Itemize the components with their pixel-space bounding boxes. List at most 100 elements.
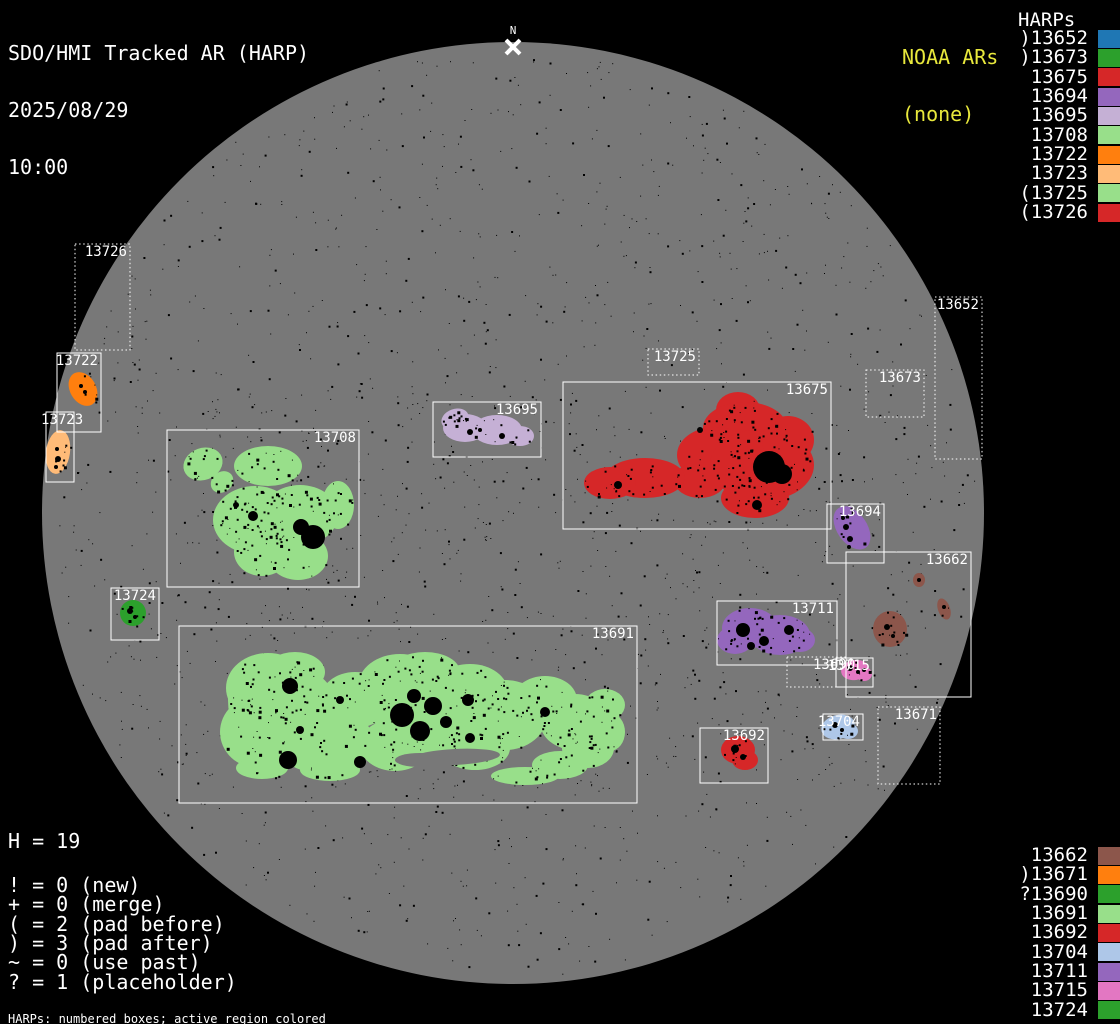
sunspot-core	[856, 670, 860, 674]
harp-box-13690	[786, 656, 847, 688]
active-region-13724	[120, 600, 146, 628]
north-marker-cross-icon	[504, 38, 522, 56]
harp-list-item: 13691	[900, 904, 1120, 923]
page-title: SDO/HMI Tracked AR (HARP)	[8, 41, 310, 65]
active-region-blob	[234, 528, 290, 576]
harp-number: )13673	[1019, 46, 1088, 69]
harp-color-swatch	[1098, 943, 1120, 962]
harp-color-swatch	[1098, 962, 1120, 981]
harp-box-label: 13723	[41, 412, 83, 428]
harp-box-13722	[56, 352, 102, 433]
harp-color-swatch	[1098, 981, 1120, 1000]
harp-number: 13723	[1030, 162, 1088, 185]
active-region-13715	[841, 659, 872, 682]
active-region-blob	[183, 447, 223, 481]
harp-color-swatch	[1098, 48, 1120, 67]
harp-list-item: 13708	[900, 125, 1120, 145]
harp-box-13695	[432, 401, 542, 458]
active-region-blob	[300, 759, 360, 781]
sunspot-core	[55, 447, 59, 451]
harp-box-label: 13691	[592, 626, 634, 642]
sunspot-core	[847, 536, 853, 542]
footnote-harps: HARPs: numbered boxes; active region col…	[8, 1012, 326, 1024]
active-region-blob	[834, 506, 856, 526]
active-region-13694	[833, 506, 871, 550]
sunspot-core	[832, 722, 838, 728]
active-region-13723	[45, 430, 73, 474]
legend-line: ~ = 0 (use past)	[8, 950, 201, 975]
harp-box-13694	[826, 503, 885, 564]
sunspot-core	[891, 634, 895, 638]
harp-box-13691	[178, 625, 638, 804]
active-region-13704	[821, 714, 858, 741]
harp-color-swatch	[1098, 87, 1120, 106]
active-region-blob	[584, 467, 636, 499]
legend-line: ! = 0 (new)	[8, 873, 141, 897]
harp-color-swatch	[1098, 145, 1120, 164]
sunspot-core	[847, 545, 851, 549]
sunspot-core	[407, 689, 421, 703]
sunspot-core	[847, 665, 853, 671]
sunspot-core	[54, 465, 58, 469]
harp-box-13726	[74, 243, 131, 351]
active-region-blob	[585, 689, 625, 721]
harp-number: 13694	[1030, 85, 1088, 108]
harp-number: (13725	[1019, 181, 1088, 204]
north-marker-label: N	[510, 24, 517, 37]
harp-color-swatch	[1098, 865, 1120, 884]
harp-box-13704	[822, 713, 864, 741]
harp-color-swatch	[1098, 923, 1120, 942]
active-region-blob	[441, 408, 469, 430]
harp-list-item: 13724	[900, 998, 1120, 1021]
active-region-blob	[873, 611, 907, 647]
sunspot-core	[843, 524, 849, 530]
sunspot-core	[736, 623, 750, 637]
active-region-13708	[183, 446, 354, 580]
harp-box-13725	[647, 348, 700, 376]
harp-box-13675	[562, 381, 832, 530]
active-region-blob	[120, 600, 146, 626]
active-region-13662	[873, 573, 951, 647]
harp-box-label: 13652	[937, 297, 979, 313]
harp-box-layer: 13726 13722 13723 13708 13724 13695 13725 13675…	[41, 243, 983, 804]
harp-box-label: 13662	[926, 552, 968, 568]
active-region-blob	[236, 757, 288, 779]
harp-box-13662	[845, 551, 972, 698]
sunspot-core	[336, 696, 344, 704]
observation-time: 10:00	[8, 155, 69, 179]
harp-color-swatch	[1098, 846, 1120, 865]
harp-number: 13722	[1030, 143, 1088, 166]
sunspot-core	[740, 754, 746, 760]
harp-number: (13726	[1019, 201, 1088, 224]
active-region-13675	[584, 392, 814, 518]
active-region-blob	[491, 767, 559, 785]
legend-line: + = 0 (merge)	[8, 892, 165, 917]
harp-box-13708	[166, 429, 360, 588]
harp-color-swatch	[1098, 164, 1120, 183]
noaa-ars-panel: NOAA ARs (none)	[902, 10, 998, 162]
sunspot-core	[79, 384, 83, 388]
harp-list-item: 13722	[900, 145, 1120, 164]
harp-box-label: 13694	[839, 504, 881, 520]
harp-number: 13724	[1030, 998, 1088, 1021]
harp-box-13723	[45, 411, 75, 483]
sunspot-core	[55, 456, 61, 462]
harp-color-swatch	[1098, 1001, 1120, 1020]
sunspot-core	[410, 721, 430, 741]
active-region-blob	[674, 462, 726, 498]
sunspot-core	[467, 429, 473, 435]
sunspot-core	[942, 605, 946, 609]
harp-list-item: 13675	[900, 65, 1120, 88]
sunspot-core	[478, 428, 482, 432]
sunspot-core	[462, 694, 474, 706]
harp-number: 13715	[1030, 979, 1088, 1002]
harp-list-item: (13725	[900, 181, 1120, 204]
sunspot-core	[731, 745, 739, 753]
harp-number: 13675	[1030, 65, 1088, 88]
sunspot-core	[747, 642, 755, 650]
legend-line: ? = 1 (placeholder)	[8, 969, 237, 994]
harp-list-item: )13673	[900, 48, 1120, 67]
active-region-13695	[441, 408, 534, 446]
harp-list-item: 13662	[900, 846, 1120, 865]
